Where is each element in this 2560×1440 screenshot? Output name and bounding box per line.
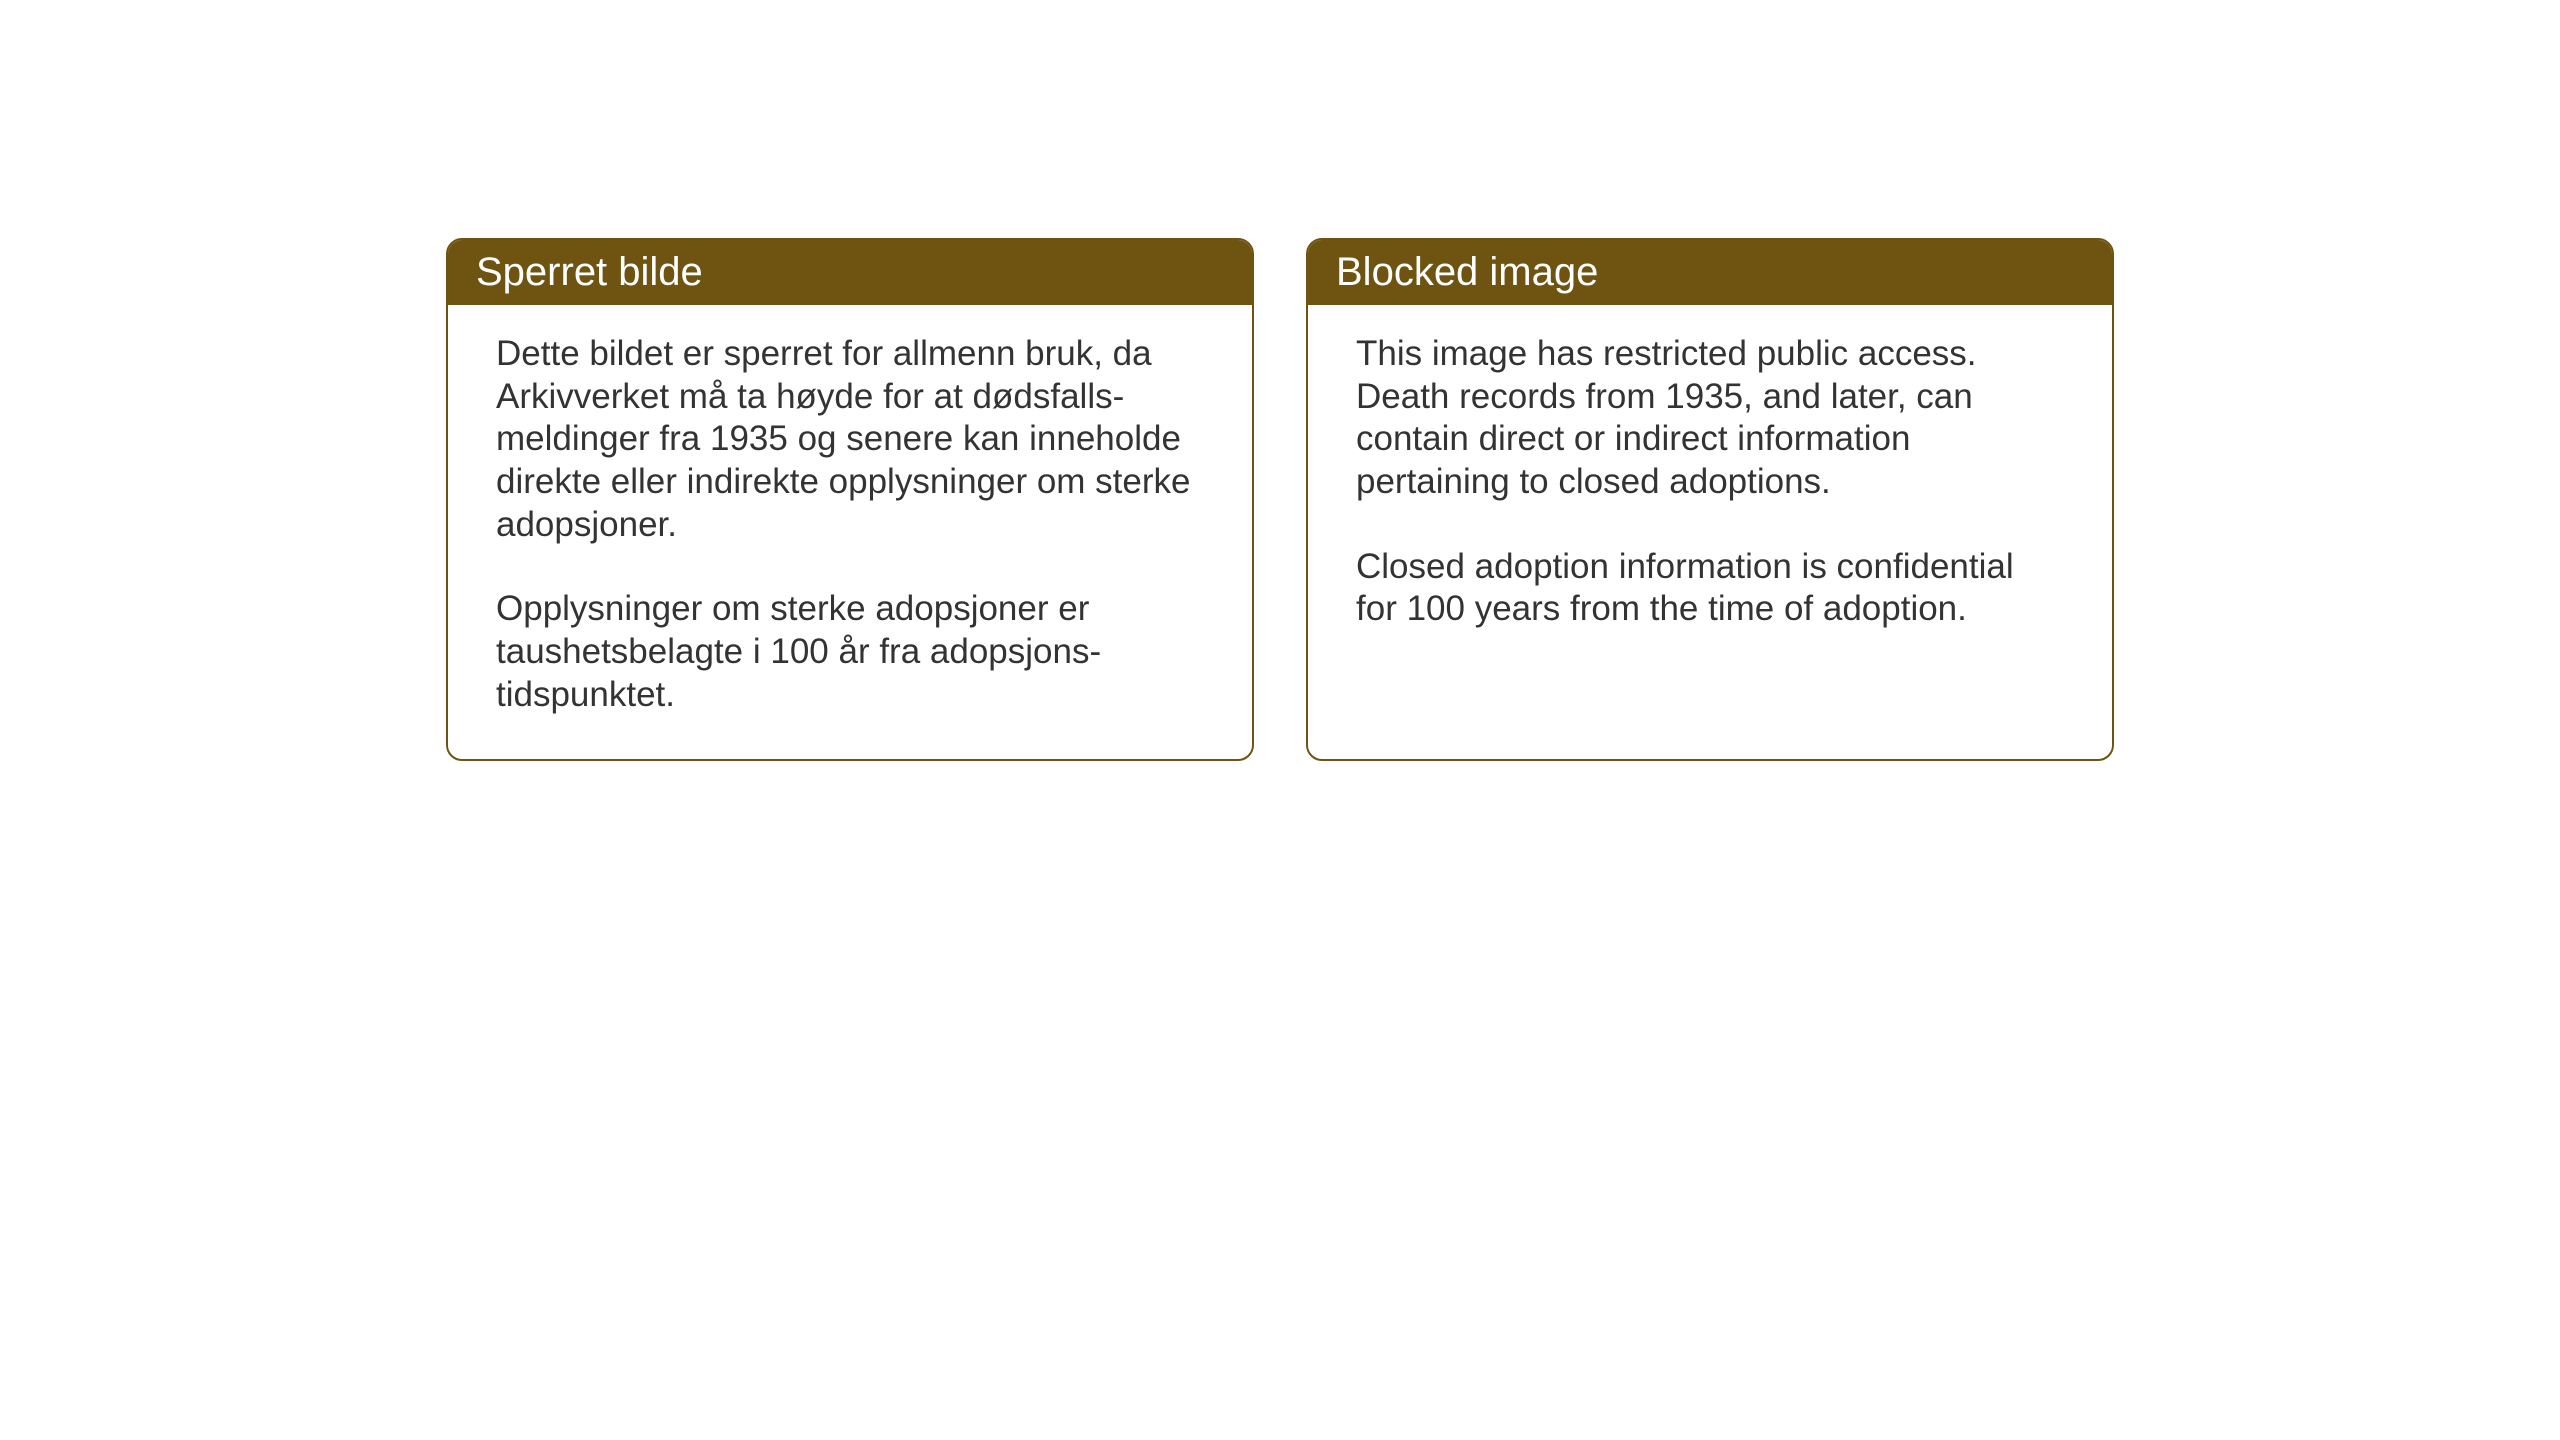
card-paragraph: This image has restricted public access.… bbox=[1356, 333, 2064, 504]
info-cards-container: Sperret bilde Dette bildet er sperret fo… bbox=[446, 238, 2114, 761]
card-paragraph: Opplysninger om sterke adopsjoner er tau… bbox=[496, 588, 1204, 716]
info-card-english: Blocked image This image has restricted … bbox=[1306, 238, 2114, 761]
info-card-norwegian: Sperret bilde Dette bildet er sperret fo… bbox=[446, 238, 1254, 761]
card-body-english: This image has restricted public access.… bbox=[1308, 305, 2112, 745]
card-body-norwegian: Dette bildet er sperret for allmenn bruk… bbox=[448, 305, 1252, 759]
card-header-english: Blocked image bbox=[1308, 240, 2112, 305]
card-header-norwegian: Sperret bilde bbox=[448, 240, 1252, 305]
card-paragraph: Closed adoption information is confident… bbox=[1356, 546, 2064, 631]
card-paragraph: Dette bildet er sperret for allmenn bruk… bbox=[496, 333, 1204, 546]
